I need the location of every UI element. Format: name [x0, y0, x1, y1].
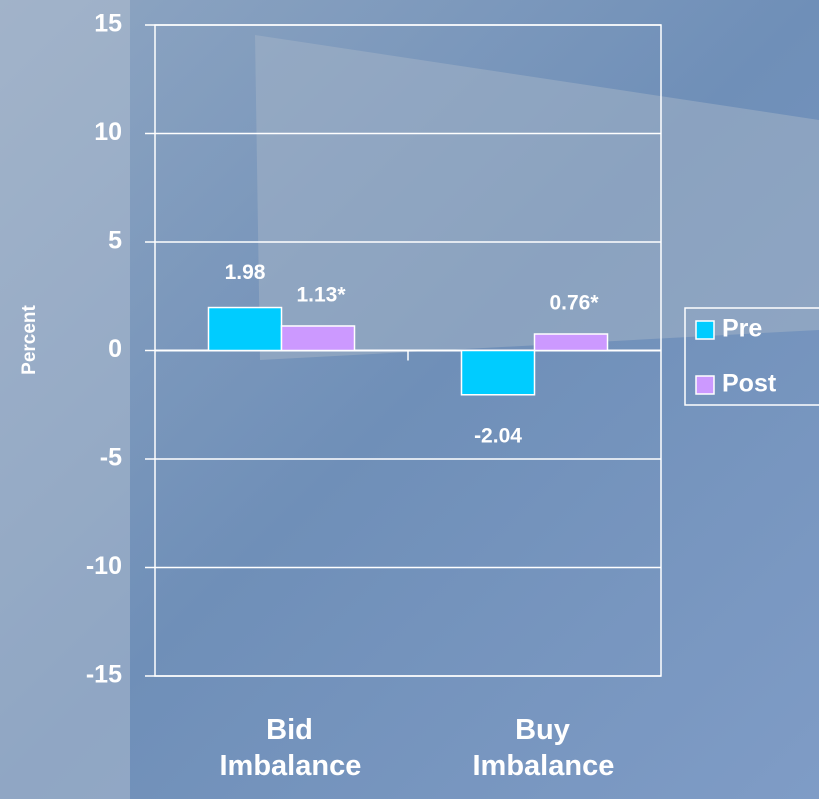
x-tick-label: Buy Imbalance — [472, 714, 615, 782]
legend-box — [684, 307, 819, 406]
legend-swatch — [695, 375, 715, 395]
legend-label: Pre — [722, 315, 762, 343]
data-label: 1.98 — [225, 261, 266, 284]
bar — [533, 333, 609, 352]
legend-label: Post — [722, 370, 777, 398]
data-label: 0.76* — [549, 292, 599, 315]
bar — [460, 349, 536, 396]
legend-swatch — [695, 320, 715, 340]
x-tick-label: Bid Imbalance — [219, 714, 362, 782]
data-label: 1.13* — [296, 284, 346, 307]
bar — [280, 325, 356, 352]
y-axis-label: Percent — [19, 304, 40, 374]
y-tick-label: 10 — [94, 118, 122, 146]
y-tick-label: -15 — [86, 661, 122, 689]
bar — [207, 306, 283, 352]
y-tick-label: 5 — [108, 227, 122, 255]
background-sign — [255, 35, 819, 360]
y-tick-label: 15 — [94, 10, 122, 38]
y-tick-label: -10 — [86, 552, 122, 580]
background-pillar — [0, 0, 130, 799]
data-label: -2.04 — [474, 424, 522, 447]
y-tick-label: 0 — [108, 335, 122, 363]
y-tick-label: -5 — [100, 444, 122, 472]
